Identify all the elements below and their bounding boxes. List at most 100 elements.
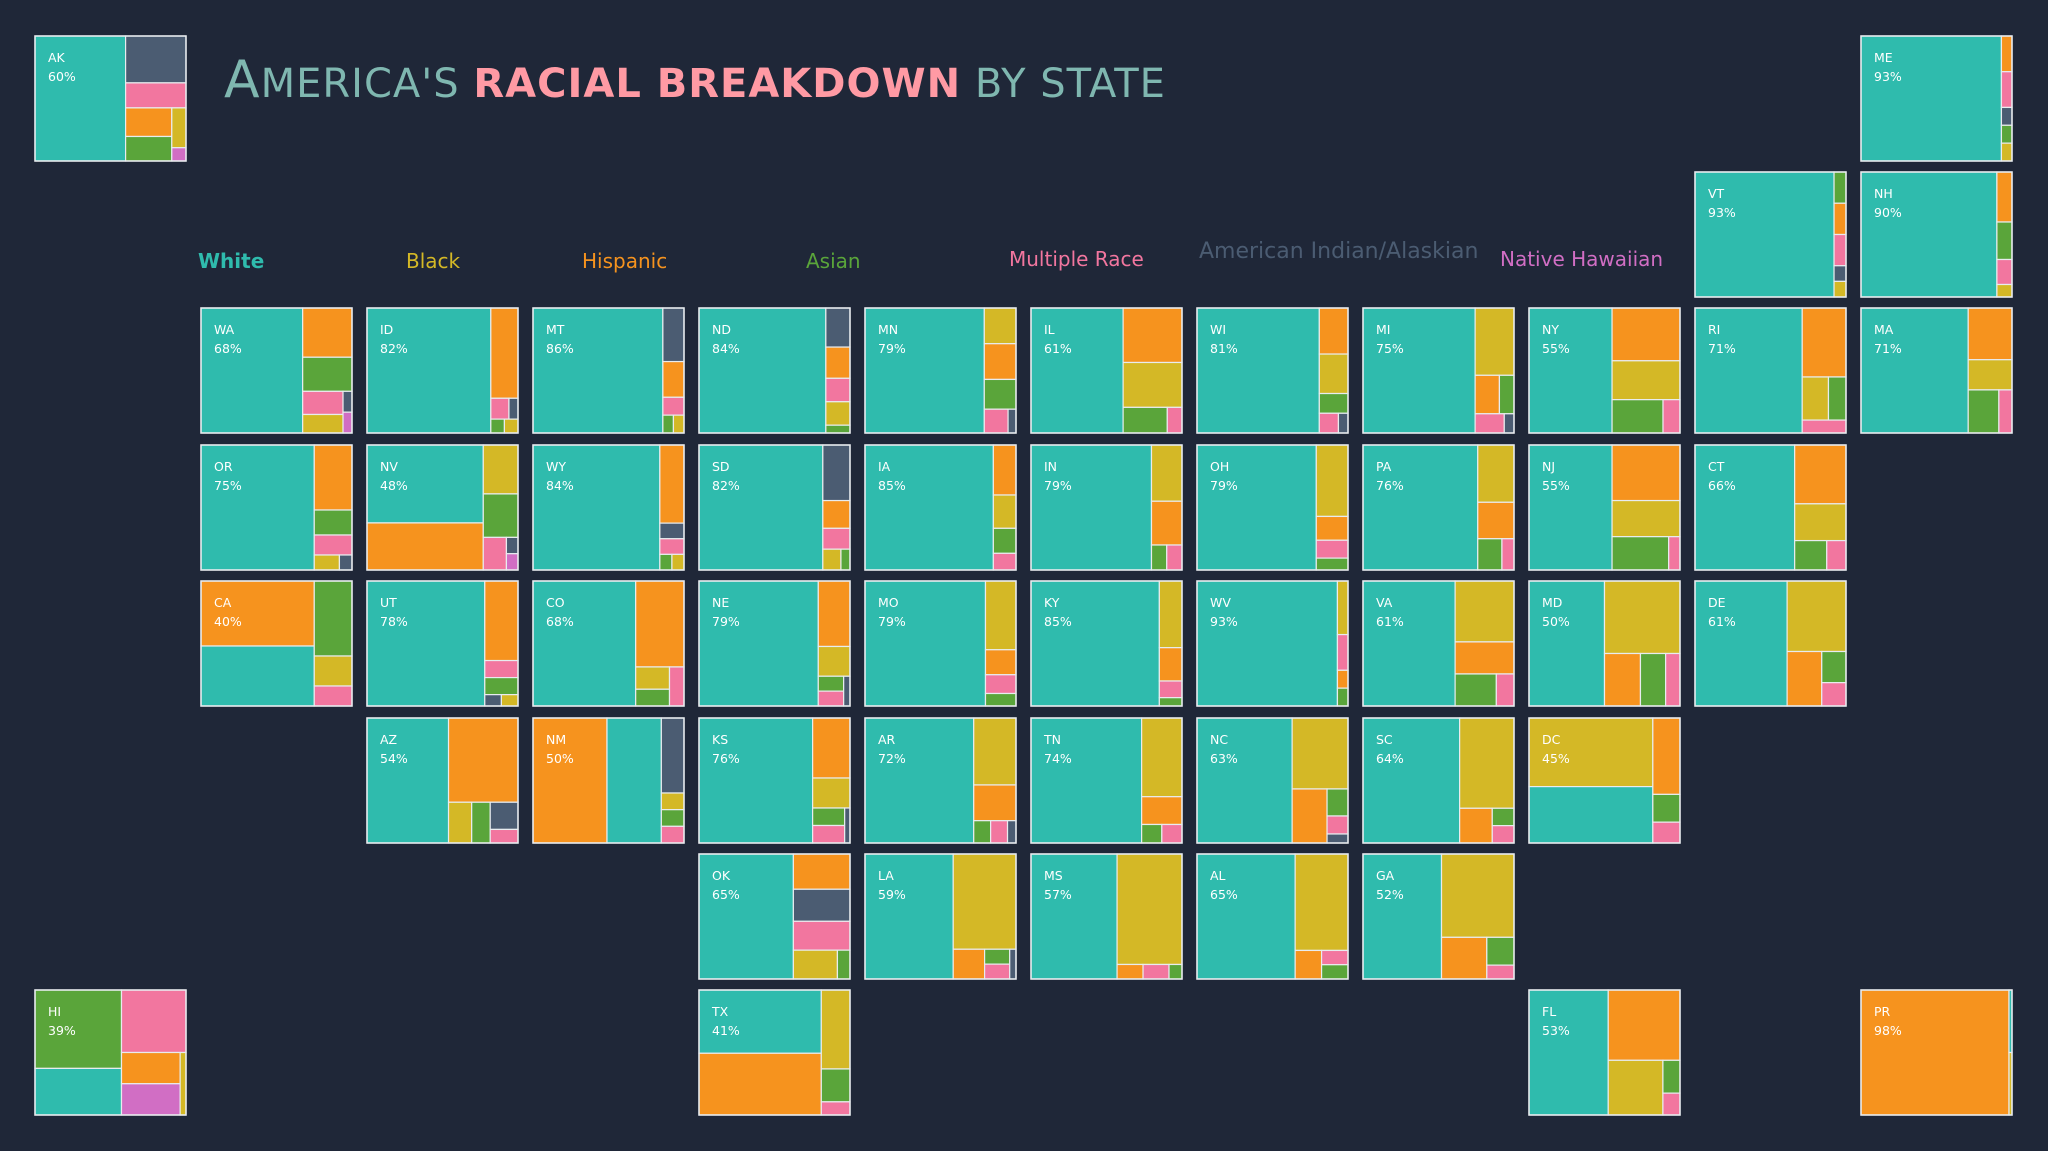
state-percent-label: 54% — [380, 751, 408, 766]
segment-wa-hispanic — [302, 307, 353, 358]
tile-border — [1196, 853, 1349, 980]
state-code-label: SC — [1376, 732, 1393, 747]
segment-ms-multiple — [1142, 963, 1170, 980]
segment-nm-native_am — [660, 717, 685, 794]
segment-tn-black — [1141, 717, 1183, 798]
segment-ut-asian — [484, 676, 519, 696]
segment-nv-asian — [482, 493, 519, 538]
state-tile-pr: PR 98% — [1860, 989, 2013, 1116]
state-tile-nj: NJ 55% — [1528, 444, 1681, 571]
segment-nj-hispanic — [1611, 444, 1681, 502]
state-code-label: NE — [712, 595, 729, 610]
state-code-label: NM — [546, 732, 566, 747]
segment-ma-multiple — [1998, 389, 2013, 434]
segment-nm-multiple — [660, 825, 685, 844]
state-code-label: HI — [48, 1004, 61, 1019]
segment-vt-black — [1833, 280, 1847, 298]
tile-border — [864, 580, 1017, 707]
state-code-label: OH — [1210, 459, 1229, 474]
state-code-label: AL — [1210, 868, 1226, 883]
state-tile-nm: NM 50% — [532, 717, 685, 844]
state-percent-label: 52% — [1376, 887, 1404, 902]
segment-oh-black — [1315, 444, 1349, 518]
legend-asian: Asian — [806, 249, 861, 273]
state-tile-ga: GA 52% — [1362, 853, 1515, 980]
state-tile-in: IN 79% — [1030, 444, 1183, 571]
segment-tx-white — [698, 989, 822, 1054]
segment-ri-asian — [1827, 376, 1847, 421]
segment-fl-multiple — [1662, 1092, 1681, 1116]
state-tile-me: ME 93% — [1860, 35, 2013, 162]
state-tile-ca: CA 40% — [200, 580, 353, 707]
state-percent-label: 61% — [1708, 614, 1736, 629]
state-percent-label: 64% — [1376, 751, 1404, 766]
segment-oh-white — [1196, 444, 1317, 571]
segment-md-asian — [1639, 652, 1667, 707]
segment-ny-black — [1611, 360, 1681, 401]
segment-ne-native_am — [843, 675, 851, 707]
segment-ny-asian — [1611, 399, 1664, 434]
state-code-label: MT — [546, 322, 565, 337]
segment-la-black — [952, 853, 1017, 950]
segment-wi-black — [1318, 353, 1349, 395]
state-percent-label: 82% — [712, 478, 740, 493]
state-percent-label: 79% — [878, 341, 906, 356]
state-percent-label: 40% — [214, 614, 242, 629]
tile-border — [1030, 580, 1183, 707]
segment-id-multiple — [490, 397, 510, 420]
segment-sd-hispanic — [822, 499, 851, 529]
state-code-label: IA — [878, 459, 891, 474]
segment-nh-multiple — [1996, 258, 2013, 286]
state-code-label: GA — [1376, 868, 1395, 883]
tile-border — [1528, 307, 1681, 434]
tile-border — [1860, 171, 2013, 298]
segment-tn-multiple — [1161, 823, 1183, 844]
state-percent-label: 48% — [380, 478, 408, 493]
segment-sc-black — [1459, 717, 1515, 809]
segment-la-asian — [983, 948, 1011, 965]
segment-ma-white — [1860, 307, 1969, 434]
state-tile-ky: KY 85% — [1030, 580, 1183, 707]
segment-de-multiple — [1821, 682, 1847, 707]
state-tile-de: DE 61% — [1694, 580, 1847, 707]
segment-la-multiple — [983, 963, 1011, 980]
tile-border — [366, 580, 519, 707]
state-percent-label: 82% — [380, 341, 408, 356]
segment-al-asian — [1320, 964, 1349, 980]
segment-id-black — [503, 418, 519, 434]
segment-tn-asian — [1141, 823, 1163, 844]
segment-wa-multiple — [302, 390, 344, 416]
segment-ut-hispanic — [484, 580, 519, 662]
state-code-label: VA — [1376, 595, 1393, 610]
segment-id-native_am — [508, 397, 519, 420]
segment-md-hispanic — [1603, 652, 1642, 707]
segment-az-multiple — [489, 828, 519, 844]
state-code-label: PA — [1376, 459, 1392, 474]
segment-nm-asian — [660, 809, 685, 827]
tile-border — [1860, 307, 2013, 434]
state-percent-label: 76% — [712, 751, 740, 766]
state-tile-pa: PA 76% — [1362, 444, 1515, 571]
state-tile-ia: IA 85% — [864, 444, 1017, 571]
segment-wi-multiple — [1318, 412, 1340, 434]
tile-border — [1030, 717, 1183, 844]
segment-nh-hispanic — [1996, 171, 2013, 223]
state-percent-label: 65% — [712, 887, 740, 902]
segment-wv-multiple — [1336, 633, 1349, 671]
tile-border — [698, 717, 851, 844]
segment-mi-black — [1474, 307, 1515, 376]
tile-border — [34, 989, 187, 1116]
state-percent-label: 93% — [1210, 614, 1238, 629]
tile-border — [532, 717, 685, 844]
state-tile-mt: MT 86% — [532, 307, 685, 434]
segment-or-native_am — [338, 554, 353, 571]
tile-border — [864, 444, 1017, 571]
segment-fl-white — [1528, 989, 1609, 1116]
state-tile-ny: NY 55% — [1528, 307, 1681, 434]
segment-ky-asian — [1158, 697, 1183, 707]
tile-border — [532, 580, 685, 707]
segment-il-black — [1122, 361, 1183, 408]
segment-me-black — [2000, 142, 2013, 162]
segment-de-hispanic — [1786, 650, 1823, 707]
segment-ri-multiple — [1801, 419, 1847, 434]
